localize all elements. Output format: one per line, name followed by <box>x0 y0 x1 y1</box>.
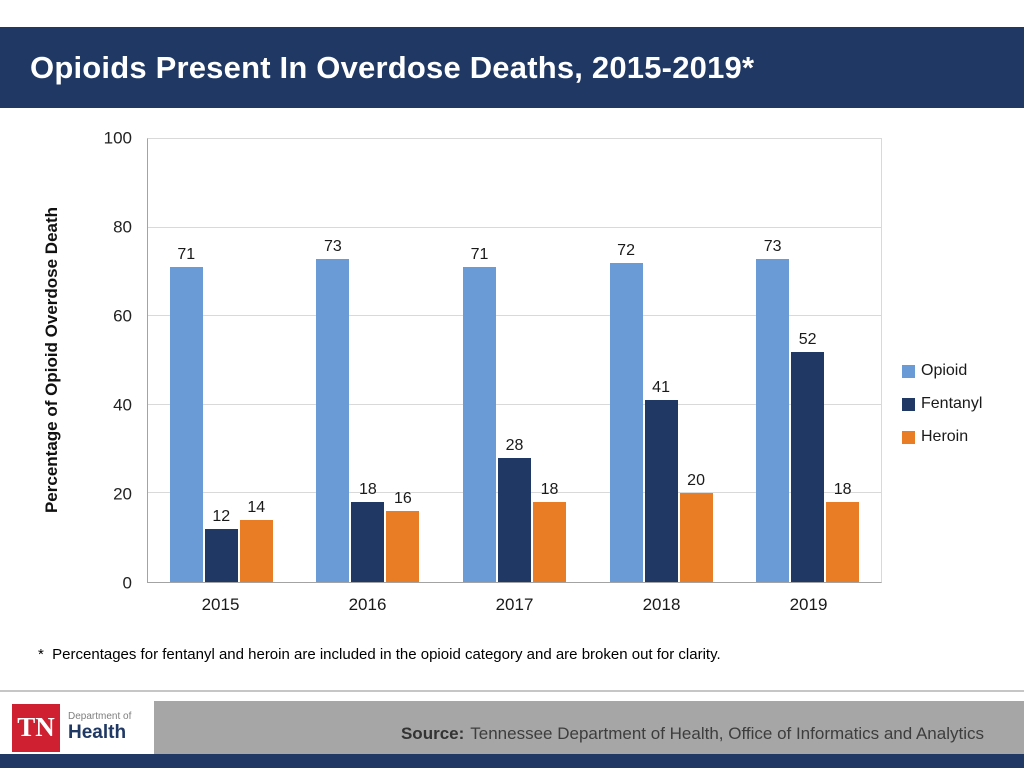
legend: Opioid Fentanyl Heroin <box>902 362 982 461</box>
x-axis-label: 2015 <box>201 595 240 614</box>
x-axis-label: 2018 <box>642 595 681 614</box>
legend-label: Heroin <box>921 428 969 445</box>
bar-group-2016: 73 18 16 <box>295 139 442 582</box>
source-label: Source: <box>400 724 465 743</box>
bar-group-2019: 73 52 18 <box>734 139 881 582</box>
bar-groups: 71 12 14 73 18 16 71 28 18 72 41 20 73 52 18 <box>148 139 881 582</box>
barwrap: 14 <box>239 139 273 582</box>
bar-value-label: 71 <box>177 246 196 264</box>
bar-value-label: 52 <box>798 330 817 348</box>
bar-group-2017: 71 28 18 <box>441 139 588 582</box>
heroin-bar <box>532 502 566 582</box>
barwrap: 71 <box>169 139 203 582</box>
title-bar: Opioids Present In Overdose Deaths, 2015… <box>0 27 1024 108</box>
barwrap: 72 <box>609 139 643 582</box>
x-axis-label: 2017 <box>495 595 534 614</box>
x-axis-label: 2016 <box>348 595 387 614</box>
legend-label: Opioid <box>921 362 968 379</box>
opioid-bar <box>756 258 790 582</box>
bar-value-label: 41 <box>652 379 670 397</box>
barwrap: 71 <box>462 139 496 582</box>
legend-label: Fentanyl <box>921 395 983 412</box>
x-axis-label: 2019 <box>789 595 828 614</box>
bar-value-label: 73 <box>763 237 782 255</box>
legend-item-fentanyl: Fentanyl <box>902 395 982 413</box>
plot-area: 71 12 14 73 18 16 71 28 18 72 41 20 73 52 18 <box>147 138 882 583</box>
bar-value-label: 16 <box>393 490 412 508</box>
barwrap: 18 <box>532 139 566 582</box>
y-tick-label: 60 <box>113 306 132 326</box>
footer-divider <box>0 690 1024 692</box>
legend-item-heroin: Heroin <box>902 428 982 446</box>
opioid-bar <box>169 267 203 582</box>
y-tick-label: 40 <box>113 395 132 415</box>
fentanyl-bar <box>791 351 825 582</box>
footer: Source: Tennessee Department of Health, O… <box>0 701 1024 768</box>
source-band: Source: Tennessee Department of Health, O… <box>0 701 1024 754</box>
y-tick-label: 80 <box>113 217 132 237</box>
barwrap: 20 <box>679 139 713 582</box>
barwrap: 18 <box>826 139 860 582</box>
barwrap: 16 <box>386 139 420 582</box>
heroin-bar <box>386 511 420 582</box>
logo-department-of: Department of <box>68 711 132 723</box>
bar-value-label: 14 <box>247 498 266 516</box>
legend-item-opioid: Opioid <box>902 362 982 380</box>
bar-value-label: 18 <box>540 481 559 499</box>
barwrap: 52 <box>791 139 825 582</box>
x-axis-labels: 2015 2016 2017 2018 2019 <box>147 595 882 615</box>
fentanyl-bar <box>204 528 238 582</box>
gridline <box>148 226 881 228</box>
y-axis-ticks: 0 20 40 60 80 100 <box>0 130 132 592</box>
opioid-bar <box>609 263 643 582</box>
fentanyl-bar <box>644 400 678 582</box>
footnote: * Percentages for fentanyl and heroin ar… <box>38 646 721 663</box>
y-tick-label: 100 <box>103 128 132 148</box>
barwrap: 73 <box>756 139 790 582</box>
fentanyl-bar <box>351 502 385 582</box>
bar-value-label: 18 <box>358 481 377 499</box>
gridline <box>148 315 881 317</box>
logo-health: Health <box>68 721 127 743</box>
barwrap: 18 <box>351 139 385 582</box>
bar-value-label: 28 <box>505 436 524 454</box>
bar-value-label: 20 <box>687 472 705 490</box>
heroin-bar <box>239 519 273 582</box>
fentanyl-bar <box>497 457 531 582</box>
source-text: Tennessee Department of Health, Office o… <box>470 724 984 743</box>
bar-group-2018: 72 41 20 <box>588 139 735 582</box>
legend-swatch-icon <box>902 430 915 444</box>
barwrap: 41 <box>644 139 678 582</box>
gridline <box>148 403 881 405</box>
source-line: Source: Tennessee Department of Health, O… <box>401 724 984 744</box>
tn-health-logo: TN Department of Health <box>0 701 154 754</box>
legend-swatch-icon <box>902 364 915 378</box>
tn-logo-icon: TN <box>12 703 60 752</box>
barwrap: 28 <box>497 139 531 582</box>
bar-value-label: 12 <box>212 507 231 525</box>
y-tick-label: 20 <box>113 484 132 504</box>
footer-accent-strip <box>0 754 1024 768</box>
barwrap: 73 <box>316 139 350 582</box>
logo-text: Department of Health <box>68 712 131 742</box>
heroin-bar <box>679 493 713 582</box>
opioid-bar <box>316 258 350 582</box>
legend-swatch-icon <box>902 397 915 411</box>
bar-group-2015: 71 12 14 <box>148 139 295 582</box>
gridline <box>148 138 881 139</box>
slide-title: Opioids Present In Overdose Deaths, 2015… <box>30 49 755 85</box>
heroin-bar <box>826 502 860 582</box>
barwrap: 12 <box>204 139 238 582</box>
bar-value-label: 73 <box>323 237 342 255</box>
opioid-bar <box>462 267 496 582</box>
bar-value-label: 71 <box>470 246 489 264</box>
y-tick-label: 0 <box>122 573 132 593</box>
bar-value-label: 72 <box>617 242 635 260</box>
bar-value-label: 18 <box>833 481 852 499</box>
